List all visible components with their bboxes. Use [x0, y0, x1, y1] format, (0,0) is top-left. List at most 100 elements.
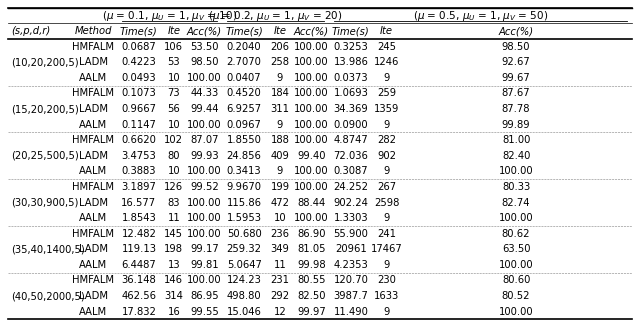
Text: 0.4223: 0.4223: [122, 57, 156, 67]
Text: 0.0373: 0.0373: [333, 73, 368, 83]
Text: 72.036: 72.036: [333, 151, 369, 161]
Text: 0.0407: 0.0407: [227, 73, 261, 83]
Text: 10: 10: [168, 120, 180, 130]
Text: 1.8550: 1.8550: [227, 135, 262, 145]
Text: AALM: AALM: [79, 167, 107, 176]
Text: HMFALM: HMFALM: [72, 42, 114, 52]
Text: 100.00: 100.00: [187, 213, 222, 223]
Text: 0.1147: 0.1147: [122, 120, 156, 130]
Text: LADM: LADM: [79, 151, 108, 161]
Text: 10: 10: [168, 167, 180, 176]
Text: 87.07: 87.07: [190, 135, 219, 145]
Text: HMFALM: HMFALM: [72, 135, 114, 145]
Text: 3.1897: 3.1897: [122, 182, 156, 192]
Text: 100.00: 100.00: [187, 120, 222, 130]
Text: 292: 292: [271, 291, 289, 301]
Text: 92.67: 92.67: [502, 57, 531, 67]
Text: 188: 188: [271, 135, 289, 145]
Text: 80: 80: [168, 151, 180, 161]
Text: 100.00: 100.00: [294, 167, 328, 176]
Text: 230: 230: [377, 275, 396, 285]
Text: 12: 12: [274, 307, 287, 317]
Text: 98.50: 98.50: [190, 57, 219, 67]
Text: 83: 83: [168, 198, 180, 208]
Text: Time(s): Time(s): [332, 26, 370, 36]
Text: 80.52: 80.52: [502, 291, 531, 301]
Text: 126: 126: [164, 182, 184, 192]
Text: AALM: AALM: [79, 307, 107, 317]
Text: 99.55: 99.55: [190, 307, 219, 317]
Text: 119.13: 119.13: [122, 244, 156, 254]
Text: HMFALM: HMFALM: [72, 229, 114, 239]
Text: LADM: LADM: [79, 104, 108, 114]
Text: 3987.7: 3987.7: [333, 291, 369, 301]
Text: 259: 259: [377, 88, 396, 98]
Text: 231: 231: [271, 275, 289, 285]
Text: 34.369: 34.369: [333, 104, 368, 114]
Text: 9: 9: [383, 167, 390, 176]
Text: 0.4520: 0.4520: [227, 88, 262, 98]
Text: 17467: 17467: [371, 244, 403, 254]
Text: 24.252: 24.252: [333, 182, 369, 192]
Text: 50.680: 50.680: [227, 229, 262, 239]
Text: 13: 13: [168, 260, 180, 270]
Text: 12.482: 12.482: [122, 229, 156, 239]
Text: 9: 9: [383, 307, 390, 317]
Text: 206: 206: [271, 42, 289, 52]
Text: 100.00: 100.00: [187, 229, 222, 239]
Text: 9: 9: [277, 73, 284, 83]
Text: 0.3413: 0.3413: [227, 167, 261, 176]
Text: 98.50: 98.50: [502, 42, 531, 52]
Text: 53.50: 53.50: [190, 42, 219, 52]
Text: (s,p,d,r): (s,p,d,r): [11, 26, 50, 36]
Text: LADM: LADM: [79, 198, 108, 208]
Text: 100.00: 100.00: [499, 167, 533, 176]
Text: 53: 53: [168, 57, 180, 67]
Text: 258: 258: [271, 57, 289, 67]
Text: 10: 10: [168, 73, 180, 83]
Text: 409: 409: [271, 151, 289, 161]
Text: ($\mu$ = 0.1, $\mu_U$ = 1, $\mu_V$ = 10): ($\mu$ = 0.1, $\mu_U$ = 1, $\mu_V$ = 10): [102, 9, 237, 23]
Text: 199: 199: [271, 182, 289, 192]
Text: 100.00: 100.00: [187, 73, 222, 83]
Text: 100.00: 100.00: [294, 135, 328, 145]
Text: 44.33: 44.33: [190, 88, 219, 98]
Text: 63.50: 63.50: [502, 244, 531, 254]
Text: 80.60: 80.60: [502, 275, 531, 285]
Text: 9: 9: [277, 120, 284, 130]
Text: 106: 106: [164, 42, 184, 52]
Text: 0.0687: 0.0687: [122, 42, 156, 52]
Text: ($\mu$ = 0.2, $\mu_U$ = 1, $\mu_V$ = 20): ($\mu$ = 0.2, $\mu_U$ = 1, $\mu_V$ = 20): [208, 9, 342, 23]
Text: AALM: AALM: [79, 260, 107, 270]
Text: 100.00: 100.00: [499, 213, 533, 223]
Text: Time(s): Time(s): [225, 26, 263, 36]
Text: 9.9670: 9.9670: [227, 182, 262, 192]
Text: 1.3303: 1.3303: [333, 213, 368, 223]
Text: 902.24: 902.24: [333, 198, 369, 208]
Text: 314: 314: [164, 291, 183, 301]
Text: 86.90: 86.90: [297, 229, 326, 239]
Text: AALM: AALM: [79, 73, 107, 83]
Text: 100.00: 100.00: [187, 167, 222, 176]
Text: ($\mu$ = 0.5, $\mu_U$ = 1, $\mu_V$ = 50): ($\mu$ = 0.5, $\mu_U$ = 1, $\mu_V$ = 50): [413, 9, 548, 23]
Text: 99.93: 99.93: [190, 151, 219, 161]
Text: 16.577: 16.577: [122, 198, 156, 208]
Text: (40,50,2000,5): (40,50,2000,5): [11, 291, 84, 301]
Text: 87.67: 87.67: [502, 88, 531, 98]
Text: 99.97: 99.97: [297, 307, 326, 317]
Text: HMFALM: HMFALM: [72, 88, 114, 98]
Text: 100.00: 100.00: [499, 307, 533, 317]
Text: 0.3253: 0.3253: [333, 42, 368, 52]
Text: 100.00: 100.00: [499, 260, 533, 270]
Text: 184: 184: [271, 88, 289, 98]
Text: 241: 241: [377, 229, 396, 239]
Text: 6.4487: 6.4487: [122, 260, 156, 270]
Text: 0.2040: 0.2040: [227, 42, 261, 52]
Text: 245: 245: [377, 42, 396, 52]
Text: 11: 11: [168, 213, 180, 223]
Text: 2598: 2598: [374, 198, 399, 208]
Text: 80.62: 80.62: [502, 229, 531, 239]
Text: 11.490: 11.490: [333, 307, 369, 317]
Text: AALM: AALM: [79, 120, 107, 130]
Text: 0.1073: 0.1073: [122, 88, 156, 98]
